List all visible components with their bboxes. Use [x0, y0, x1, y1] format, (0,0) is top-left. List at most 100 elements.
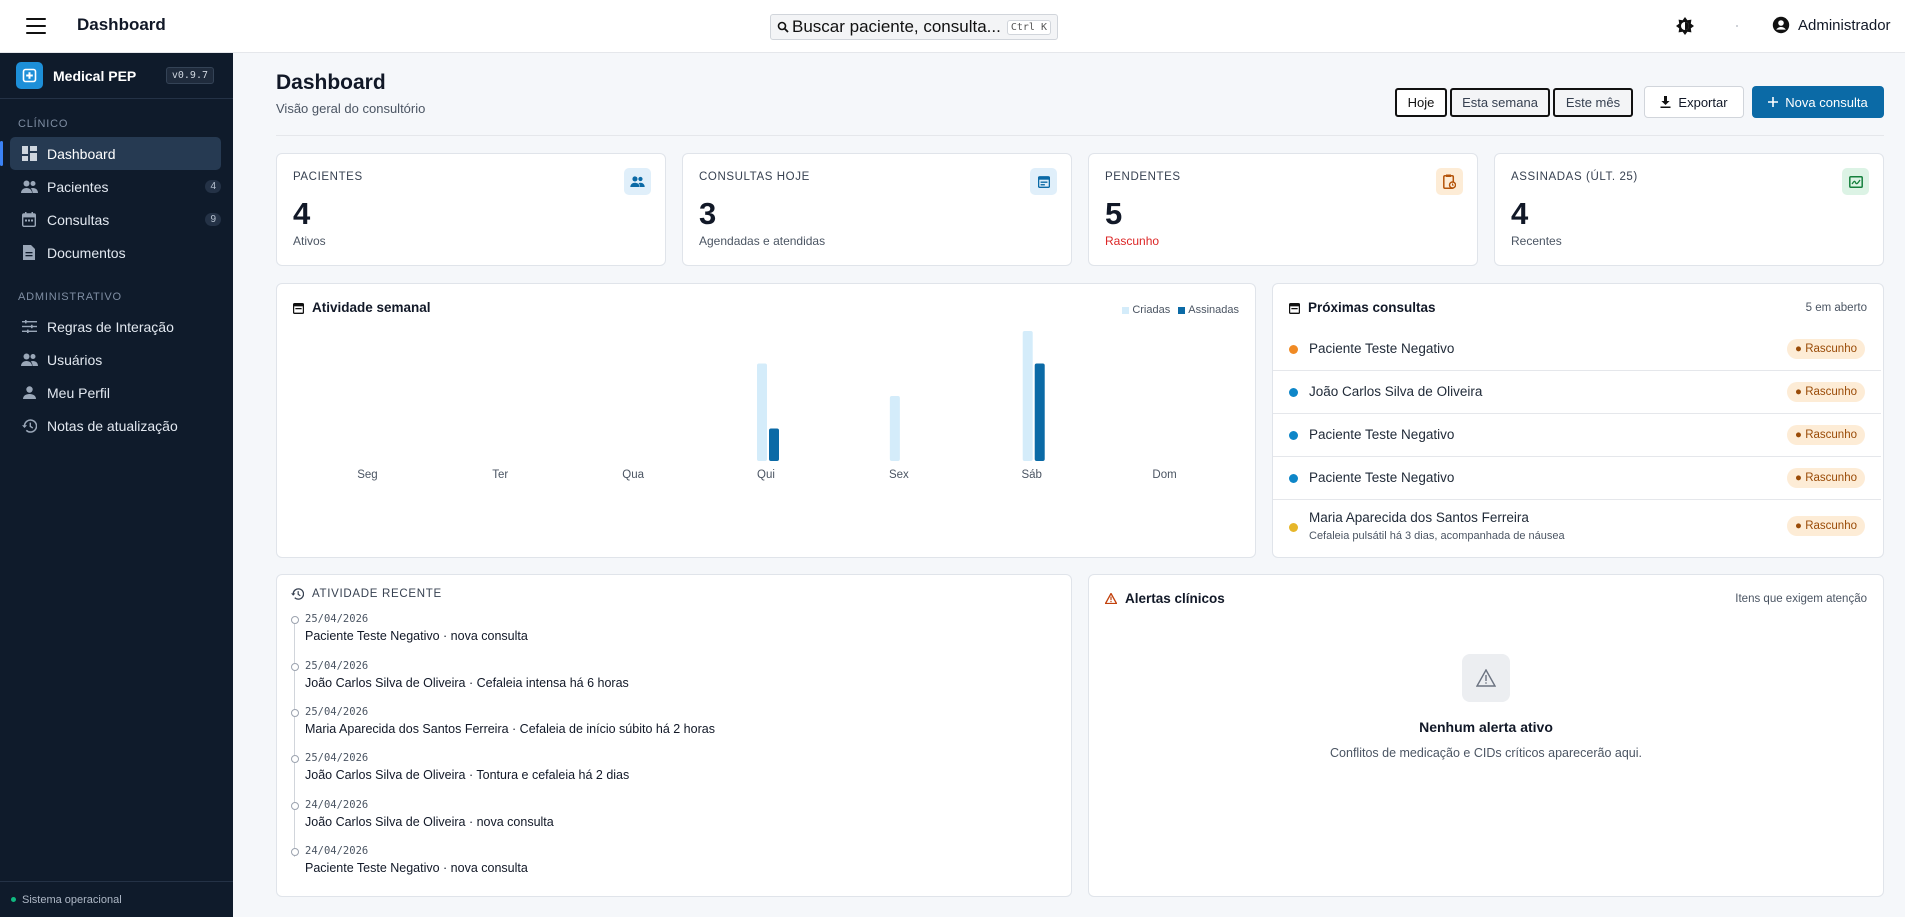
search-input[interactable]: Buscar paciente, consulta... Ctrl K: [770, 14, 1058, 40]
sidebar-item-consultas[interactable]: Consultas 9: [10, 203, 221, 236]
brand: Medical PEP v0.9.7: [0, 53, 233, 99]
x-tick-label: Dom: [1152, 469, 1176, 481]
bar-assinadas-qui[interactable]: [769, 428, 779, 462]
stat-value: 3: [699, 196, 717, 231]
sidebar-item-label: Documentos: [47, 244, 126, 261]
warning-icon: [1462, 654, 1510, 702]
activity-item[interactable]: 25/04/2026 Maria Aparecida dos Santos Fer…: [291, 706, 715, 736]
dashboard-icon: [20, 145, 38, 163]
appointment-name: João Carlos Silva de Oliveira: [1309, 384, 1483, 399]
account-icon: [1772, 16, 1790, 34]
stat-card-assinadas[interactable]: ASSINADAS (ÚLT. 25) 4 Recentes: [1494, 153, 1884, 266]
x-tick-label: Qua: [622, 469, 644, 481]
weekly-activity-card: Atividade semanal Criadas Assinadas Seg T…: [276, 283, 1256, 558]
stat-card-consultas-hoje[interactable]: CONSULTAS HOJE 3 Agendadas e atendidas: [682, 153, 1072, 266]
user-menu[interactable]: Administrador: [1772, 16, 1891, 34]
sidebar-item-documentos[interactable]: Documentos: [10, 236, 221, 269]
activity-item[interactable]: 25/04/2026 João Carlos Silva de Oliveira …: [291, 752, 630, 782]
activity-item[interactable]: 25/04/2026 Paciente Teste Negativo · nova…: [291, 613, 528, 643]
search-placeholder: Buscar paciente, consulta...: [792, 17, 1001, 36]
sidebar-item-label: Dashboard: [47, 145, 116, 162]
stat-value: 5: [1105, 196, 1123, 231]
bar-criadas-sáb[interactable]: [1022, 331, 1033, 461]
calendar-icon: [293, 302, 304, 314]
period-today-button[interactable]: Hoje: [1395, 88, 1447, 117]
sidebar-item-regras[interactable]: Regras de Interação: [10, 310, 221, 343]
legend-item-assinadas: Assinadas: [1178, 304, 1239, 316]
sidebar-item-label: Meu Perfil: [47, 384, 111, 401]
alerts-title: Alertas clínicos: [1105, 591, 1225, 606]
activity-date: 25/04/2026: [305, 660, 369, 672]
appointment-row[interactable]: Paciente Teste Negativo ● Rascunho: [1273, 457, 1881, 500]
appointment-name: Paciente Teste Negativo: [1309, 470, 1455, 485]
section-label-administrativo: ADMINISTRATIVO: [18, 291, 122, 303]
appointment-row[interactable]: Maria Aparecida dos Santos Ferreira Cefa…: [1273, 500, 1881, 556]
people-icon: [624, 168, 651, 195]
appointments-title: Próximas consultas: [1289, 300, 1436, 315]
calendar-icon: [20, 211, 38, 229]
activity-text: João Carlos Silva de Oliveira · Cefaleia…: [305, 676, 629, 690]
activity-date: 24/04/2026: [305, 845, 369, 857]
history-icon: [291, 588, 304, 600]
x-tick-label: Qui: [757, 469, 775, 481]
status-dot-icon: [1289, 345, 1298, 354]
timeline-node-icon: [291, 802, 299, 810]
page-title: Dashboard: [276, 71, 386, 94]
status-badge: ● Rascunho: [1787, 425, 1865, 445]
clinical-alerts-card: Alertas clínicos Itens que exigem atençã…: [1088, 574, 1884, 897]
export-button[interactable]: Exportar: [1644, 86, 1744, 118]
signature-icon: [1842, 168, 1869, 195]
sidebar-item-dashboard[interactable]: Dashboard: [0, 137, 221, 170]
sidebar-item-usuarios[interactable]: Usuários: [10, 343, 221, 376]
sidebar-item-notas[interactable]: Notas de atualização: [10, 409, 221, 442]
theme-toggle-icon[interactable]: [1673, 15, 1697, 39]
x-tick-label: Seg: [357, 469, 377, 481]
bar-criadas-sex[interactable]: [889, 396, 900, 461]
open-count: 5 em aberto: [1805, 302, 1867, 314]
timeline-node-icon: [291, 848, 299, 856]
activity-title: ATIVIDADE RECENTE: [291, 588, 442, 600]
stat-card-pacientes[interactable]: PACIENTES 4 Ativos: [276, 153, 666, 266]
new-consultation-button[interactable]: Nova consulta: [1752, 86, 1884, 118]
timeline-node-icon: [291, 755, 299, 763]
plus-icon: [1768, 97, 1779, 107]
x-tick-label: Sex: [889, 469, 909, 481]
period-week-button[interactable]: Esta semana: [1450, 88, 1550, 117]
sidebar-item-perfil[interactable]: Meu Perfil: [10, 376, 221, 409]
stat-card-pendentes[interactable]: PENDENTES 5 Rascunho: [1088, 153, 1478, 266]
hamburger-menu-icon[interactable]: [26, 18, 46, 34]
warning-icon: [1105, 593, 1117, 604]
divider: [276, 135, 1884, 136]
activity-date: 25/04/2026: [305, 706, 369, 718]
status-badge: ● Rascunho: [1787, 516, 1865, 536]
appointment-name: Paciente Teste Negativo: [1309, 427, 1455, 442]
activity-item[interactable]: 25/04/2026 João Carlos Silva de Oliveira …: [291, 660, 629, 690]
sidebar-item-pacientes[interactable]: Pacientes 4: [10, 170, 221, 203]
activity-text: Paciente Teste Negativo · nova consulta: [305, 861, 528, 875]
activity-item[interactable]: 24/04/2026 João Carlos Silva de Oliveira …: [291, 799, 554, 829]
sidebar-item-label: Pacientes: [47, 178, 109, 195]
count-badge: 9: [205, 213, 221, 226]
appointment-row[interactable]: Paciente Teste Negativo ● Rascunho: [1273, 328, 1881, 371]
appointment-row[interactable]: Paciente Teste Negativo ● Rascunho: [1273, 414, 1881, 457]
activity-item[interactable]: 24/04/2026 Paciente Teste Negativo · nova…: [291, 845, 528, 875]
stat-value: 4: [1511, 196, 1529, 231]
bar-criadas-qui[interactable]: [757, 363, 767, 462]
activity-text: Paciente Teste Negativo · nova consulta: [305, 629, 528, 643]
status-badge: ● Rascunho: [1787, 468, 1865, 488]
person-icon: [20, 384, 38, 402]
new-consultation-label: Nova consulta: [1785, 94, 1868, 110]
appointment-note: Cefaleia pulsátil há 3 dias, acompanhada…: [1309, 530, 1565, 542]
status-dot-icon: [1289, 388, 1298, 397]
sidebar-item-label: Usuários: [47, 351, 103, 368]
stat-sub: Recentes: [1511, 234, 1562, 248]
count-badge: 4: [205, 180, 221, 193]
activity-text: João Carlos Silva de Oliveira · Tontura …: [305, 768, 630, 782]
status-dot-icon: [11, 897, 16, 902]
empty-state-subtitle: Conflitos de medicação e CIDs críticos a…: [1330, 746, 1642, 760]
appointment-row[interactable]: João Carlos Silva de Oliveira ● Rascunho: [1273, 371, 1881, 414]
bar-assinadas-sáb[interactable]: [1034, 363, 1045, 462]
legend-item-criadas: Criadas: [1122, 304, 1170, 316]
activity-text: João Carlos Silva de Oliveira · nova con…: [305, 815, 554, 829]
period-month-button[interactable]: Este mês: [1553, 88, 1633, 117]
